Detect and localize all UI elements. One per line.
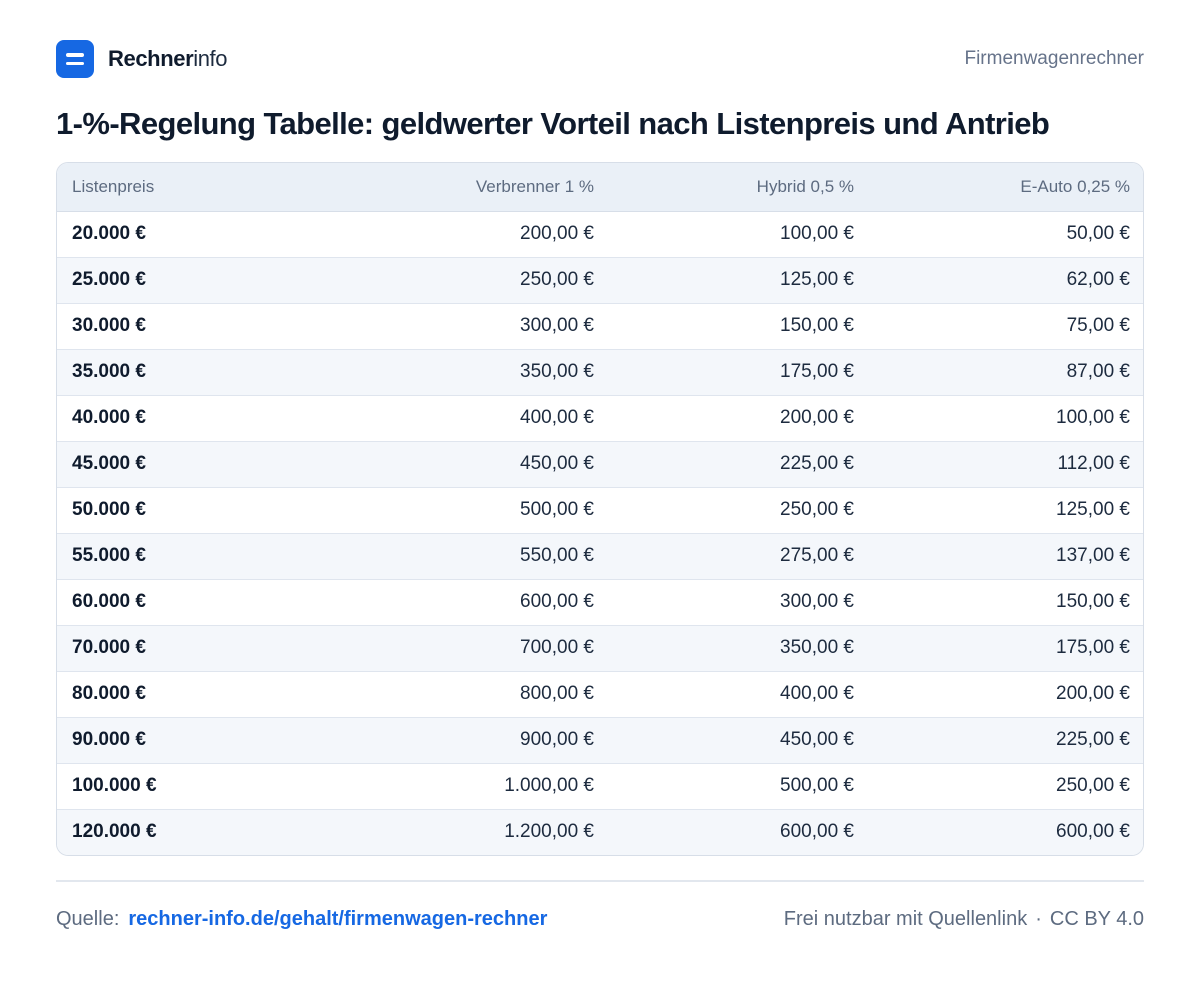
hybrid-cell: 350,00 € — [609, 624, 869, 671]
listenpreis-cell: 70.000 € — [57, 624, 337, 671]
verbrenner-cell: 500,00 € — [337, 486, 609, 533]
table-row: 35.000 €350,00 €175,00 €87,00 € — [57, 348, 1143, 395]
listenpreis-cell: 100.000 € — [57, 762, 337, 809]
table-row: 50.000 €500,00 €250,00 €125,00 € — [57, 486, 1143, 533]
brand-name: Rechnerinfo — [108, 46, 228, 72]
listenpreis-cell: 50.000 € — [57, 486, 337, 533]
brand-name-bold: Rechner — [108, 46, 194, 71]
hybrid-cell: 600,00 € — [609, 808, 869, 855]
verbrenner-cell: 350,00 € — [337, 348, 609, 395]
column-header-hybrid: Hybrid 0,5 % — [609, 163, 869, 212]
hybrid-cell: 300,00 € — [609, 578, 869, 625]
e-auto-cell: 87,00 € — [869, 348, 1143, 395]
verbrenner-cell: 300,00 € — [337, 302, 609, 349]
listenpreis-cell: 30.000 € — [57, 302, 337, 349]
listenpreis-cell: 120.000 € — [57, 808, 337, 855]
listenpreis-cell: 25.000 € — [57, 256, 337, 303]
hybrid-cell: 150,00 € — [609, 302, 869, 349]
verbrenner-cell: 550,00 € — [337, 532, 609, 579]
source-label: Quelle: — [56, 907, 120, 930]
footer-divider — [56, 880, 1144, 882]
verbrenner-cell: 450,00 € — [337, 440, 609, 487]
e-auto-cell: 200,00 € — [869, 670, 1143, 717]
table-row: 20.000 € 200,00 € 100,00 € 50,00 € — [57, 211, 1143, 257]
hybrid-cell: 250,00 € — [609, 486, 869, 533]
verbrenner-cell: 400,00 € — [337, 394, 609, 441]
e-auto-cell: 137,00 € — [869, 532, 1143, 579]
hybrid-cell: 225,00 € — [609, 440, 869, 487]
listenpreis-cell: 60.000 € — [57, 578, 337, 625]
table-row: 45.000 €450,00 €225,00 €112,00 € — [57, 440, 1143, 487]
e-auto-cell: 600,00 € — [869, 808, 1143, 855]
e-auto-cell: 150,00 € — [869, 578, 1143, 625]
e-auto-cell: 125,00 € — [869, 486, 1143, 533]
e-auto-cell: 62,00 € — [869, 256, 1143, 303]
source-attribution: Quelle: rechner-info.de/gehalt/firmenwag… — [56, 908, 547, 931]
listenpreis-cell: 90.000 € — [57, 716, 337, 763]
brand-logo[interactable]: Rechnerinfo — [56, 40, 228, 78]
e-auto-cell: 112,00 € — [869, 440, 1143, 487]
source-link[interactable]: rechner-info.de/gehalt/firmenwagen-rechn… — [128, 907, 548, 930]
listenpreis-cell: 35.000 € — [57, 348, 337, 395]
calculator-logo-icon — [56, 40, 94, 78]
table-header-row: Listenpreis Verbrenner 1 % Hybrid 0,5 % … — [57, 163, 1143, 212]
table-body: 20.000 €200,00 €100,00 €50,00 €25.000 €2… — [57, 211, 1143, 855]
hybrid-cell: 400,00 € — [609, 670, 869, 717]
verbrenner-cell: 600,00 € — [337, 578, 609, 625]
page-header: Rechnerinfo Firmenwagenrechner — [56, 40, 1144, 78]
listenpreis-cell: 20.000 € — [72, 223, 146, 244]
page-title: 1-%-Regelung Tabelle: geldwerter Vorteil… — [56, 106, 1050, 141]
hybrid-cell: 450,00 € — [609, 716, 869, 763]
e-auto-cell: 175,00 € — [869, 624, 1143, 671]
page-footer: Quelle: rechner-info.de/gehalt/firmenwag… — [56, 904, 1144, 934]
license-name: CC BY 4.0 — [1049, 907, 1144, 930]
e-auto-cell: 250,00 € — [869, 762, 1143, 809]
hybrid-cell: 175,00 € — [609, 348, 869, 395]
hybrid-cell: 275,00 € — [609, 532, 869, 579]
table-row: 40.000 €400,00 €200,00 €100,00 € — [57, 394, 1143, 441]
table-row: 70.000 €700,00 €350,00 €175,00 € — [57, 624, 1143, 671]
data-table: Listenpreis Verbrenner 1 % Hybrid 0,5 % … — [57, 163, 1143, 855]
license-separator: · — [1035, 907, 1042, 930]
e-auto-cell: 225,00 € — [869, 716, 1143, 763]
license-info: Frei nutzbar mit Quellenlink · CC BY 4.0 — [784, 908, 1144, 931]
verbrenner-cell: 700,00 € — [337, 624, 609, 671]
verbrenner-cell: 250,00 € — [337, 256, 609, 303]
license-text: Frei nutzbar mit Quellenlink — [783, 907, 1028, 930]
verbrenner-cell: 900,00 € — [337, 716, 609, 763]
data-table-container: Listenpreis Verbrenner 1 % Hybrid 0,5 % … — [56, 162, 1144, 856]
verbrenner-cell: 200,00 € — [520, 223, 594, 244]
listenpreis-cell: 80.000 € — [57, 670, 337, 717]
table-row: 25.000 €250,00 €125,00 €62,00 € — [57, 256, 1143, 303]
verbrenner-cell: 1.200,00 € — [337, 808, 609, 855]
column-header-listenpreis: Listenpreis — [57, 163, 337, 212]
e-auto-cell: 100,00 € — [869, 394, 1143, 441]
listenpreis-cell: 55.000 € — [57, 532, 337, 579]
e-auto-cell: 75,00 € — [869, 302, 1143, 349]
table-row: 100.000 €1.000,00 €500,00 €250,00 € — [57, 762, 1143, 809]
listenpreis-cell: 40.000 € — [57, 394, 337, 441]
section-label: Firmenwagenrechner — [964, 48, 1144, 69]
verbrenner-cell: 800,00 € — [337, 670, 609, 717]
verbrenner-cell: 1.000,00 € — [337, 762, 609, 809]
table-row: 60.000 €600,00 €300,00 €150,00 € — [57, 578, 1143, 625]
table-row: 55.000 €550,00 €275,00 €137,00 € — [57, 532, 1143, 579]
table-row: 30.000 €300,00 €150,00 €75,00 € — [57, 302, 1143, 349]
table-row: 80.000 €800,00 €400,00 €200,00 € — [57, 670, 1143, 717]
table-row: 120.000 €1.200,00 €600,00 €600,00 € — [57, 808, 1143, 855]
hybrid-cell: 100,00 € — [780, 223, 854, 244]
e-auto-cell: 50,00 € — [1066, 223, 1130, 244]
table-row: 90.000 €900,00 €450,00 €225,00 € — [57, 716, 1143, 763]
column-header-e-auto: E-Auto 0,25 % — [869, 163, 1143, 212]
listenpreis-cell: 45.000 € — [57, 440, 337, 487]
hybrid-cell: 200,00 € — [609, 394, 869, 441]
hybrid-cell: 500,00 € — [609, 762, 869, 809]
column-header-verbrenner: Verbrenner 1 % — [337, 163, 609, 212]
brand-name-light: info — [193, 46, 228, 71]
hybrid-cell: 125,00 € — [609, 256, 869, 303]
